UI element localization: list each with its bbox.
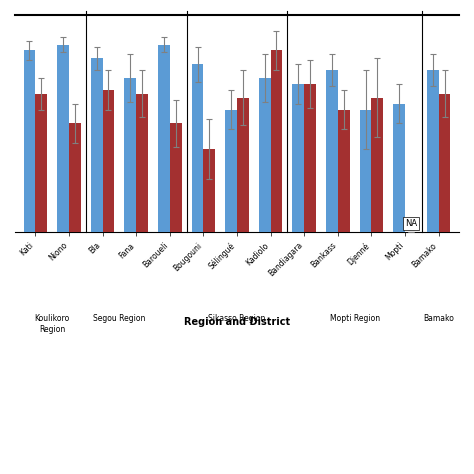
Bar <box>24 50 35 232</box>
Bar <box>360 109 372 232</box>
Bar <box>136 94 148 232</box>
Bar <box>57 45 69 232</box>
Bar <box>225 109 237 232</box>
Bar <box>393 104 405 232</box>
Bar <box>102 90 114 232</box>
Bar <box>35 94 47 232</box>
Bar <box>91 58 102 232</box>
Bar <box>326 70 338 232</box>
Bar <box>191 64 203 232</box>
Text: Koulikoro
Region: Koulikoro Region <box>35 314 70 334</box>
Bar <box>292 84 304 232</box>
Bar <box>372 98 383 232</box>
Bar <box>158 45 170 232</box>
Bar <box>237 98 249 232</box>
Bar <box>427 70 439 232</box>
Bar <box>124 78 136 232</box>
Bar <box>259 78 271 232</box>
Text: Mopti Region: Mopti Region <box>329 314 380 323</box>
Bar <box>203 149 215 232</box>
Bar <box>69 123 81 232</box>
Text: Sikasso Region: Sikasso Region <box>208 314 266 323</box>
Bar <box>170 123 182 232</box>
Bar <box>439 94 450 232</box>
Bar <box>304 84 316 232</box>
Text: Segou Region: Segou Region <box>93 314 146 323</box>
Text: Bamako: Bamako <box>423 314 454 323</box>
Text: NA: NA <box>405 219 417 228</box>
Bar <box>338 109 350 232</box>
X-axis label: Region and District: Region and District <box>184 318 290 328</box>
Bar <box>271 50 283 232</box>
